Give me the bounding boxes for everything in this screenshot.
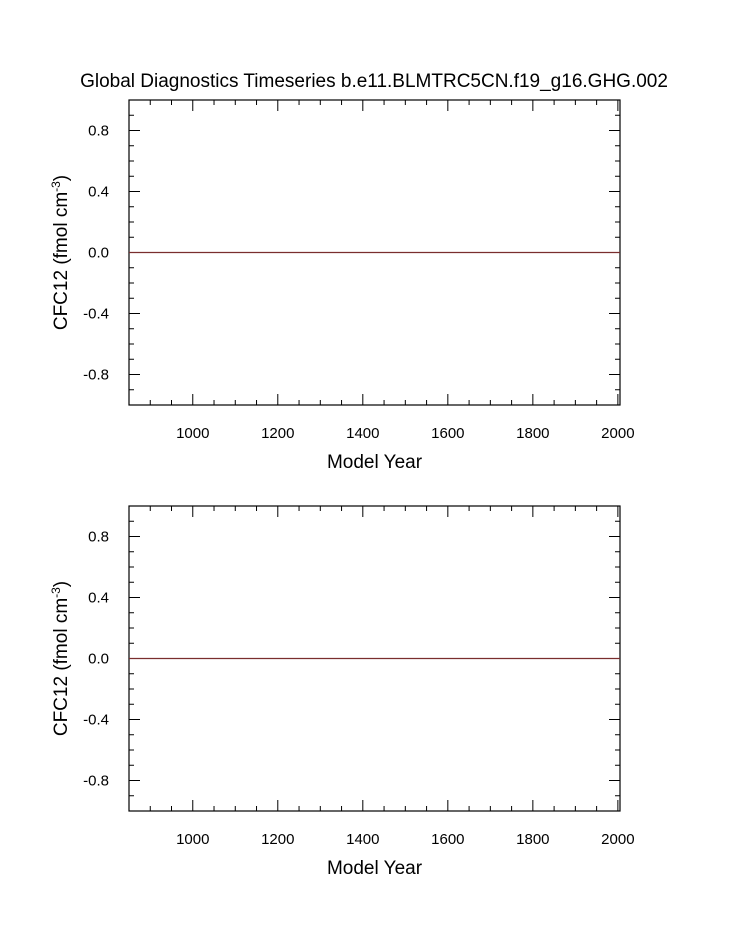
x-tick-label: 1400 <box>346 425 379 442</box>
x-tick-label: 2000 <box>601 425 634 442</box>
x-tick-label: 1600 <box>431 831 464 848</box>
x-tick-label: 1800 <box>516 831 549 848</box>
x-tick-label: 2000 <box>601 831 634 848</box>
y-tick-label: 0.4 <box>88 184 109 201</box>
y-tick-label: -0.4 <box>83 712 109 729</box>
x-tick-label: 1200 <box>261 831 294 848</box>
x-tick-label: 1400 <box>346 831 379 848</box>
y-tick-label: -0.4 <box>83 306 109 323</box>
y-tick-label: 0.8 <box>88 123 109 140</box>
top-chart: 1000 1200 1400 1600 1800 2000 0.8 0.4 0.0 -0.4 -0.… <box>49 99 635 473</box>
x-tick-label: 1600 <box>431 425 464 442</box>
y-tick-label: -0.8 <box>83 773 109 790</box>
x-tick-label: 1200 <box>261 425 294 442</box>
y-tick-label: -0.8 <box>83 367 109 384</box>
y-axis-label: CFC12 (fmol cm-3) <box>49 581 72 736</box>
y-tick-label: 0.8 <box>88 529 109 546</box>
x-axis-label: Model Year <box>327 858 423 879</box>
x-tick-label: 1800 <box>516 425 549 442</box>
y-tick-label: 0.0 <box>88 245 109 262</box>
x-tick-label: 1000 <box>176 425 209 442</box>
y-axis-label: CFC12 (fmol cm-3) <box>49 175 72 330</box>
y-tick-label: 0.4 <box>88 590 109 607</box>
bottom-chart: 1000 1200 1400 1600 1800 2000 0.8 0.4 0.0 -0.4 -0.… <box>49 505 635 879</box>
x-axis-label: Model Year <box>327 452 423 473</box>
y-tick-label: 0.0 <box>88 651 109 668</box>
x-tick-label: 1000 <box>176 831 209 848</box>
chart-title: Global Diagnostics Timeseries b.e11.BLMT… <box>80 71 668 92</box>
